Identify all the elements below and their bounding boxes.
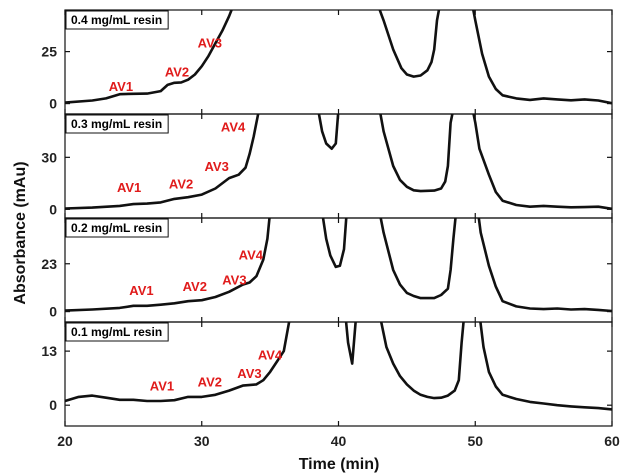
y-tick-label: 0 [49,397,57,413]
av-annotation: AV4 [239,248,264,263]
av-annotation: AV3 [222,273,246,288]
x-axis: 20 30 40 50 60 [57,433,620,449]
panel-label-box [65,322,169,342]
absorbance-trace [65,218,612,313]
panel-label-box [65,114,169,134]
av-annotation: AV1 [150,379,174,394]
av-annotation: AV3 [198,35,222,50]
av-annotation: AV1 [109,79,133,94]
av-annotation: AV2 [165,65,189,80]
y-tick-label: 0 [49,96,57,112]
y-tick-label: 25 [41,44,57,60]
y-tick-label: 13 [41,343,57,359]
absorbance-trace [65,114,612,211]
panel-label-text: 0.4 mg/mL resin [71,13,162,27]
x-tick-label: 20 [57,433,73,449]
y-axis-title: Absorbance (mAu) [12,161,29,304]
panel-label: 0.3 mg/mL resin [65,114,169,134]
av-annotation: AV2 [198,374,222,389]
x-tick-label: 50 [467,433,483,449]
panel: 0 23 0.2 mg/mL resin AV1 AV2 AV3 AV4 [41,217,613,323]
av-annotation: AV4 [221,119,246,134]
panel-label-text: 0.3 mg/mL resin [71,117,162,131]
panel: 0 13 0.1 mg/mL resin AV1 AV2 AV3 AV4 [41,321,613,427]
panel: 0 25 0.4 mg/mL resin AV1 AV2 AV3 [41,9,613,115]
panel: 0 30 0.3 mg/mL resin AV1 AV2 AV3 AV4 [41,113,613,219]
panel-label-text: 0.1 mg/mL resin [71,325,162,339]
av-annotation: AV1 [129,283,153,298]
panel-label-box [65,10,169,30]
x-tick-label: 40 [331,433,347,449]
y-tick-label: 30 [41,149,57,165]
av-annotation: AV2 [169,177,193,192]
av-annotation: AV2 [183,279,207,294]
panel-label: 0.1 mg/mL resin [65,322,169,342]
panel-label-box [65,218,169,238]
panel-label: 0.2 mg/mL resin [65,218,169,238]
av-annotation: AV1 [117,180,141,195]
y-tick-label: 23 [41,256,57,272]
x-tick-label: 60 [604,433,620,449]
x-axis-title: Time (min) [299,456,380,473]
absorbance-trace [65,10,612,105]
av-annotation: AV3 [237,366,261,381]
x-tick-label: 30 [194,433,210,449]
av-annotation: AV3 [204,159,228,174]
y-tick-label: 0 [49,201,57,217]
panel-label-text: 0.2 mg/mL resin [71,221,162,235]
y-tick-label: 0 [49,304,57,320]
av-annotation: AV4 [258,347,283,362]
panels-layer: 0 25 0.4 mg/mL resin AV1 AV2 AV3 0 30 0.3 mg/mL … [41,9,613,427]
panel-label: 0.4 mg/mL resin [65,10,169,30]
absorbance-trace [65,322,612,411]
